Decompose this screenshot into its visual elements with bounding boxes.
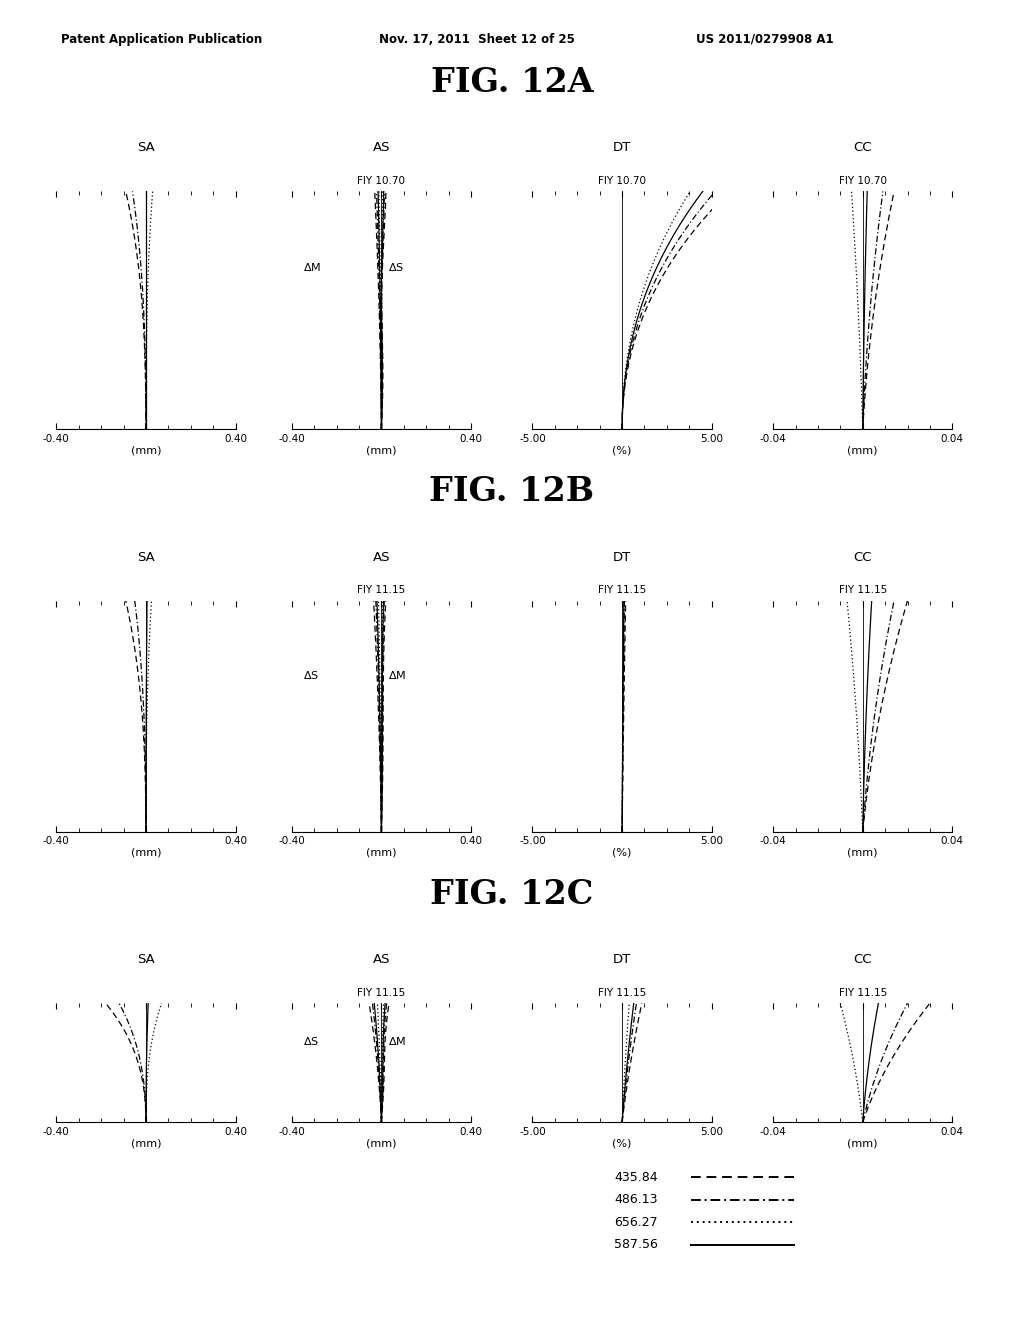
Text: FIG. 12B: FIG. 12B	[429, 475, 595, 508]
Text: SA: SA	[137, 953, 155, 966]
Text: DT: DT	[613, 550, 631, 564]
X-axis label: (%): (%)	[612, 1138, 632, 1148]
Text: $\Delta$M: $\Delta$M	[388, 1035, 407, 1047]
Text: Patent Application Publication: Patent Application Publication	[61, 33, 263, 46]
X-axis label: (mm): (mm)	[848, 445, 878, 455]
Text: FIY 11.15: FIY 11.15	[598, 987, 646, 998]
Text: DT: DT	[613, 953, 631, 966]
Text: AS: AS	[373, 550, 390, 564]
Text: FIY 11.15: FIY 11.15	[598, 585, 646, 595]
Text: FIY 10.70: FIY 10.70	[357, 176, 406, 186]
X-axis label: (mm): (mm)	[848, 847, 878, 858]
X-axis label: (mm): (mm)	[367, 847, 396, 858]
Text: $\Delta$S: $\Delta$S	[303, 1035, 319, 1047]
X-axis label: (mm): (mm)	[131, 445, 161, 455]
Text: CC: CC	[853, 141, 872, 154]
Text: 435.84: 435.84	[614, 1171, 658, 1184]
Text: DT: DT	[613, 141, 631, 154]
Text: $\Delta$S: $\Delta$S	[388, 261, 404, 273]
X-axis label: (mm): (mm)	[367, 445, 396, 455]
Text: 486.13: 486.13	[614, 1193, 657, 1206]
Text: AS: AS	[373, 953, 390, 966]
Text: FIG. 12A: FIG. 12A	[431, 66, 593, 99]
Text: FIY 11.15: FIY 11.15	[357, 585, 406, 595]
Text: FIY 10.70: FIY 10.70	[839, 176, 887, 186]
Text: US 2011/0279908 A1: US 2011/0279908 A1	[696, 33, 834, 46]
Text: FIG. 12C: FIG. 12C	[430, 878, 594, 911]
Text: $\Delta$M: $\Delta$M	[388, 668, 407, 681]
Text: FIY 11.15: FIY 11.15	[839, 987, 887, 998]
X-axis label: (%): (%)	[612, 847, 632, 858]
Text: FIY 11.15: FIY 11.15	[357, 987, 406, 998]
Text: SA: SA	[137, 550, 155, 564]
X-axis label: (mm): (mm)	[131, 847, 161, 858]
Text: Nov. 17, 2011  Sheet 12 of 25: Nov. 17, 2011 Sheet 12 of 25	[379, 33, 574, 46]
X-axis label: (mm): (mm)	[131, 1138, 161, 1148]
Text: 587.56: 587.56	[614, 1238, 658, 1251]
Text: SA: SA	[137, 141, 155, 154]
X-axis label: (mm): (mm)	[848, 1138, 878, 1148]
X-axis label: (mm): (mm)	[367, 1138, 396, 1148]
Text: CC: CC	[853, 953, 872, 966]
Text: FIY 10.70: FIY 10.70	[598, 176, 646, 186]
Text: $\Delta$S: $\Delta$S	[303, 668, 319, 681]
X-axis label: (%): (%)	[612, 445, 632, 455]
Text: CC: CC	[853, 550, 872, 564]
Text: AS: AS	[373, 141, 390, 154]
Text: $\Delta$M: $\Delta$M	[303, 261, 322, 273]
Text: FIY 11.15: FIY 11.15	[839, 585, 887, 595]
Text: 656.27: 656.27	[614, 1216, 658, 1229]
